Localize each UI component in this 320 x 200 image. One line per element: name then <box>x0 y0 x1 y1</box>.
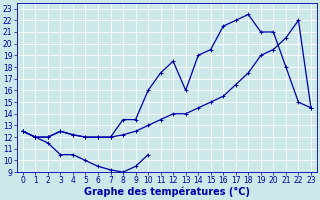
X-axis label: Graphe des températures (°C): Graphe des températures (°C) <box>84 187 250 197</box>
